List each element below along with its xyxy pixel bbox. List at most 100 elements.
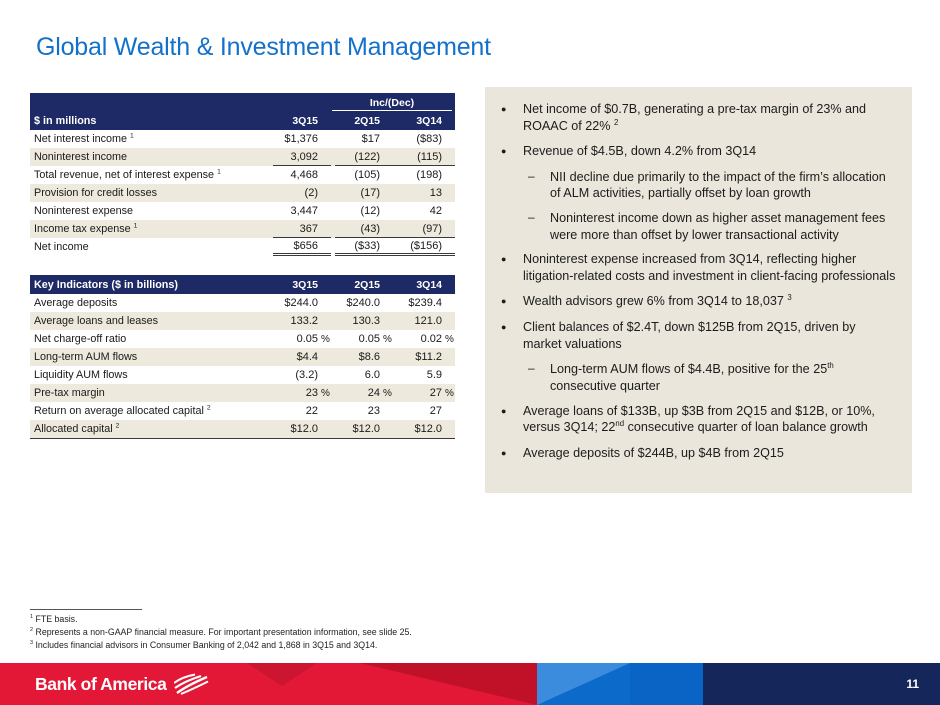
bullet-marker: ●	[501, 104, 507, 114]
key-indicator-change-value: $12.0	[397, 420, 455, 438]
income-row: Total revenue, net of interest expense 1…	[30, 166, 455, 184]
bullet-text: Noninterest income down as higher asset …	[550, 211, 886, 242]
income-change-value: (12)	[335, 202, 393, 220]
income-row: Provision for credit losses (2) (17) 13	[30, 184, 455, 202]
bullet-item: ● Client balances of $2.4T, down $125B fr…	[501, 319, 897, 352]
income-current-value: 3,092	[273, 148, 331, 166]
cell-value: $4.4	[296, 351, 318, 363]
cell-value: (198)	[416, 169, 442, 181]
key-indicator-current-value: 22	[273, 402, 331, 420]
key-indicators-col-priors: 2Q15 3Q14	[335, 275, 455, 294]
cell-value: 13	[429, 187, 442, 199]
key-indicator-change-values: 24% 27%	[335, 384, 455, 402]
key-indicator-change-value: 0.05%	[335, 330, 393, 348]
bank-of-america-logo: Bank of America	[35, 673, 210, 695]
footnotes: 1 FTE basis. 2 Represents a non-GAAP fina…	[30, 609, 412, 651]
key-indicators-col-current: 3Q15	[273, 279, 331, 291]
dash-marker: –	[528, 210, 535, 225]
income-current-value: (2)	[273, 184, 331, 202]
cell-value: $8.6	[358, 351, 380, 363]
footer-red-band: Bank of America	[0, 663, 537, 705]
income-header-cell: 3Q15	[273, 115, 331, 127]
cell-value: $240.0	[346, 297, 380, 309]
bullet-item: ● Average loans of $133B, up $3B from 2Q1…	[501, 403, 897, 436]
key-indicator-change-values: 6.0 5.9	[335, 366, 455, 384]
sub-bullet-item: – NII decline due primarily to the impact…	[501, 169, 897, 202]
cell-value: ($156)	[410, 239, 442, 252]
bullet-marker: ●	[501, 447, 507, 458]
income-statement-body: Net interest income 1 $1,376 $17 ($83) Nonin…	[30, 130, 455, 256]
key-indicator-change-values: 130.3 121.0	[335, 312, 455, 330]
cell-value: $244.0	[284, 297, 318, 309]
key-indicator-header-cell: 2Q15	[335, 275, 393, 294]
income-row-label: Net interest income 1	[34, 132, 134, 145]
key-indicators-body: Average deposits $244.0 $240.0 $239.4 Averag…	[30, 294, 455, 438]
key-indicator-row-label: Pre-tax margin	[34, 387, 105, 399]
income-statement-table: Inc/(Dec) $ in millions 3Q15 2Q15 3Q14 Ne…	[30, 93, 455, 256]
key-indicator-change-value: 27%	[397, 384, 455, 402]
bullet-marker: ●	[501, 322, 507, 333]
cell-value: (97)	[422, 222, 442, 235]
bullet-item: ● Revenue of $4.5B, down 4.2% from 3Q14	[501, 143, 897, 160]
key-indicator-change-values: 0.05% 0.02%	[335, 330, 455, 348]
cell-value: (43)	[360, 222, 380, 235]
income-change-values: (12) 42	[335, 202, 455, 220]
cell-value: ($33)	[354, 239, 380, 252]
key-indicator-row: Pre-tax margin 23% 24% 27%	[30, 384, 455, 402]
cell-value: (17)	[360, 187, 380, 199]
key-indicator-row: Average deposits $244.0 $240.0 $239.4	[30, 294, 455, 312]
cell-value: $1,376	[284, 133, 318, 145]
income-row-label: Net income	[34, 241, 89, 253]
bullet-text: Average deposits of $244B, up $4B from 2…	[523, 445, 784, 460]
footnote: 2 Represents a non-GAAP financial measur…	[30, 626, 412, 637]
cell-value: 23	[305, 387, 318, 399]
cell-value: 22	[305, 405, 318, 417]
bullet-text: Net income of $0.7B, generating a pre-ta…	[523, 102, 867, 133]
table-gap	[30, 256, 455, 275]
key-indicator-row-label: Allocated capital 2	[34, 422, 120, 435]
key-indicator-row-label: Long-term AUM flows	[34, 351, 138, 363]
cell-value: 5.9	[426, 369, 442, 381]
footer-navy-band: 11	[703, 663, 940, 705]
key-indicator-row: Average loans and leases 133.2 130.3 121.0	[30, 312, 455, 330]
key-indicator-current-value: $244.0	[273, 294, 331, 312]
cell-value: 42	[429, 205, 442, 217]
income-row-label: Noninterest expense	[34, 205, 134, 217]
key-indicator-row-label: Average deposits	[34, 297, 118, 309]
percent-sign: %	[383, 387, 392, 399]
key-indicator-current-value: $12.0	[273, 420, 331, 438]
income-current-value: 4,468	[273, 166, 331, 184]
income-change-values: (105) (198)	[335, 166, 455, 184]
cell-value: $239.4	[408, 297, 442, 309]
income-header-cell: 3Q14	[397, 111, 455, 130]
key-indicator-change-value: 0.02%	[397, 330, 455, 348]
income-row: Net income $656 ($33) ($156)	[30, 238, 455, 256]
key-indicator-change-value: $239.4	[397, 294, 455, 312]
key-indicator-change-values: $8.6 $11.2	[335, 348, 455, 366]
income-row-label: Total revenue, net of interest expense 1	[34, 168, 221, 181]
key-indicator-current-value: 23%	[273, 384, 331, 402]
bullet-marker: ●	[501, 296, 507, 307]
cell-value: 27	[429, 405, 442, 417]
income-change-value: 42	[397, 202, 455, 220]
income-change-values: (17) 13	[335, 184, 455, 202]
cell-value: 23	[367, 405, 380, 417]
sub-bullet-item: – Long-term AUM flows of $4.4B, positive …	[501, 361, 897, 394]
bullet-item: ● Noninterest expense increased from 3Q14…	[501, 251, 897, 284]
income-table-header-row: $ in millions 3Q15 2Q15 3Q14	[30, 111, 455, 130]
cell-value: (2)	[304, 187, 318, 199]
cell-value: 0.05	[358, 333, 380, 345]
income-change-values: $17 ($83)	[335, 130, 455, 148]
key-indicator-change-value: 24%	[335, 384, 393, 402]
key-indicator-change-values: $12.0 $12.0	[335, 420, 455, 438]
logo-text: Bank of America	[35, 673, 167, 694]
cell-value: (115)	[417, 150, 442, 163]
bullet-marker: ●	[501, 146, 507, 157]
income-change-value: (105)	[335, 166, 393, 184]
income-change-value: ($156)	[397, 238, 455, 253]
bullet-text: Long-term AUM flows of $4.4B, positive f…	[550, 361, 834, 393]
key-indicator-row: Allocated capital 2 $12.0 $12.0 $12.0	[30, 420, 455, 438]
percent-sign: %	[321, 387, 330, 399]
cell-value: (12)	[360, 205, 380, 217]
cell-value: $12.0	[290, 423, 318, 435]
